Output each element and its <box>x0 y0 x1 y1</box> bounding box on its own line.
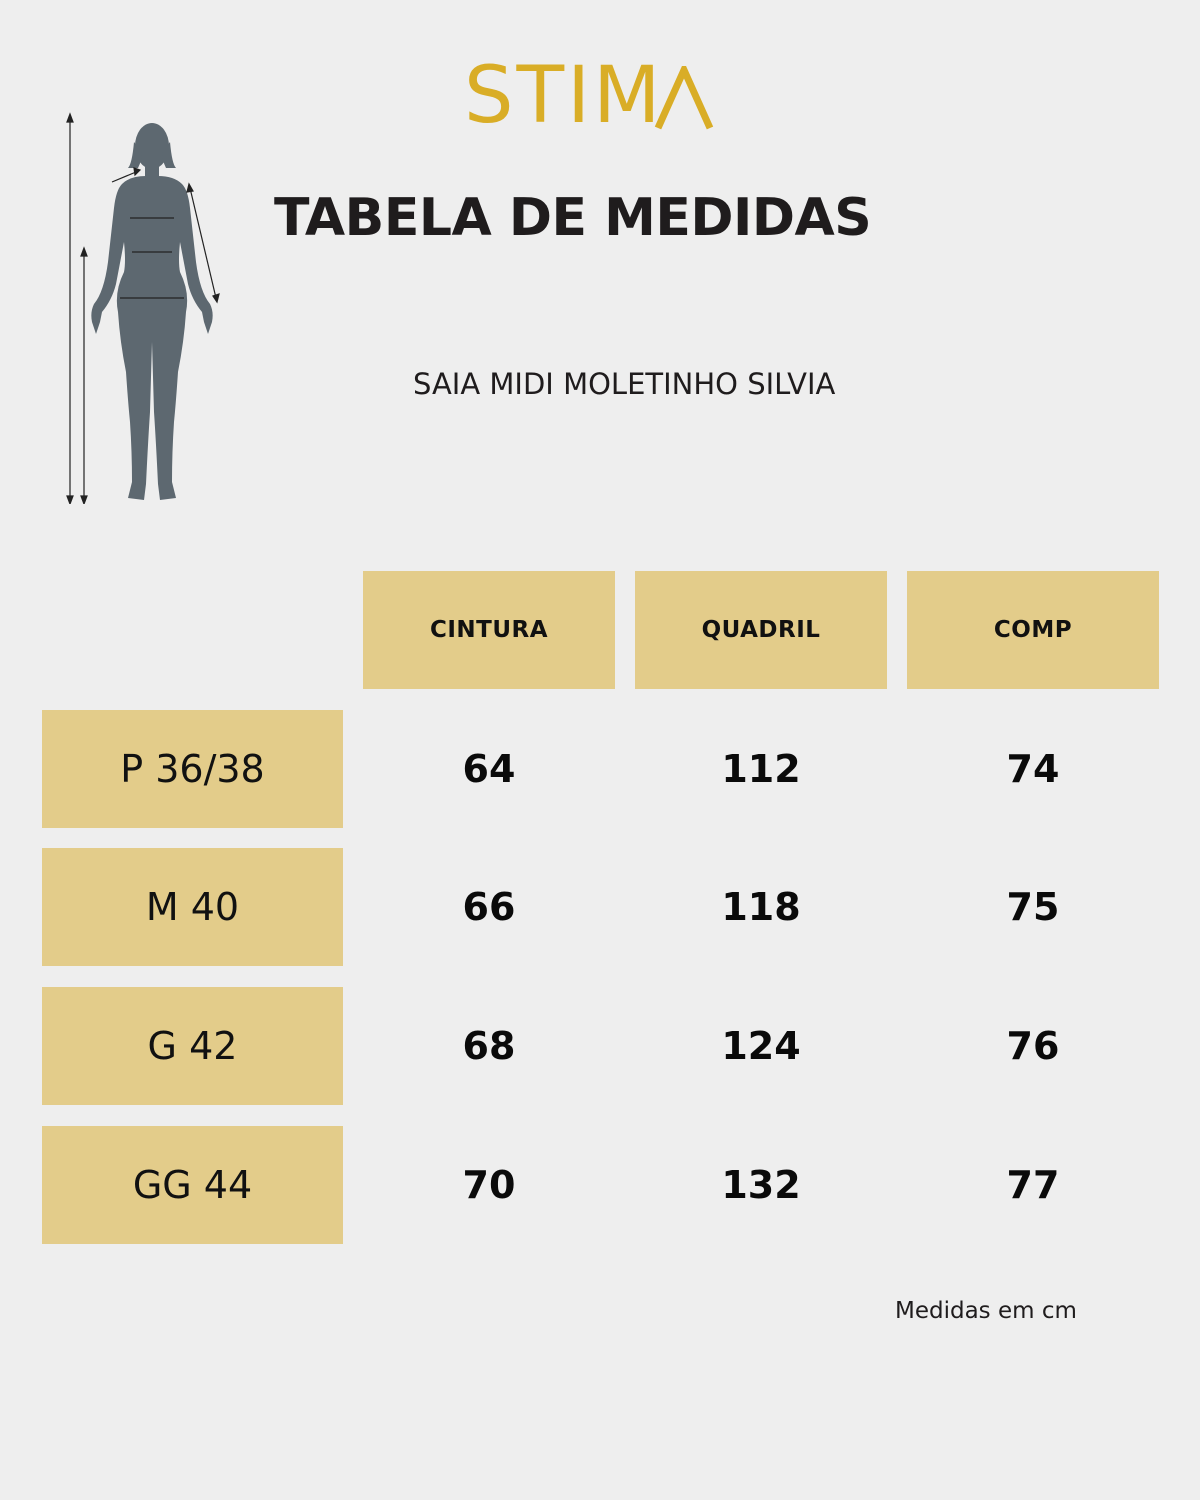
page-title: TABELA DE MEDIDAS <box>274 188 872 248</box>
cell-value: 64 <box>462 747 516 791</box>
units-note: Medidas em cm <box>895 1298 1077 1324</box>
cell-value: 74 <box>1006 747 1060 791</box>
cell-value: 132 <box>721 1163 801 1207</box>
size-label-m: M 40 <box>42 848 343 966</box>
column-header-quadril: QUADRIL <box>635 571 887 689</box>
cell-value: 77 <box>1006 1163 1060 1207</box>
logo-lambda-glyph <box>654 66 714 130</box>
size-label-p: P 36/38 <box>42 710 343 828</box>
female-body-measurement-icon <box>66 112 220 504</box>
cell-value: 66 <box>462 885 516 929</box>
cell-value: 68 <box>462 1024 516 1068</box>
cell-value: 124 <box>721 1024 801 1068</box>
product-name: SAIA MIDI MOLETINHO SILVIA <box>413 367 836 401</box>
column-header-comp: COMP <box>907 571 1159 689</box>
cell-value: 118 <box>721 885 801 929</box>
cell-value: 76 <box>1006 1024 1060 1068</box>
size-label-g: G 42 <box>42 987 343 1105</box>
cell-value: 112 <box>721 747 801 791</box>
cell-value: 70 <box>462 1163 516 1207</box>
brand-logo-text: STIM <box>464 51 664 141</box>
cell-value: 75 <box>1006 885 1060 929</box>
size-label-gg: GG 44 <box>42 1126 343 1244</box>
column-header-cintura: CINTURA <box>363 571 615 689</box>
brand-logo: STIM <box>464 54 716 138</box>
